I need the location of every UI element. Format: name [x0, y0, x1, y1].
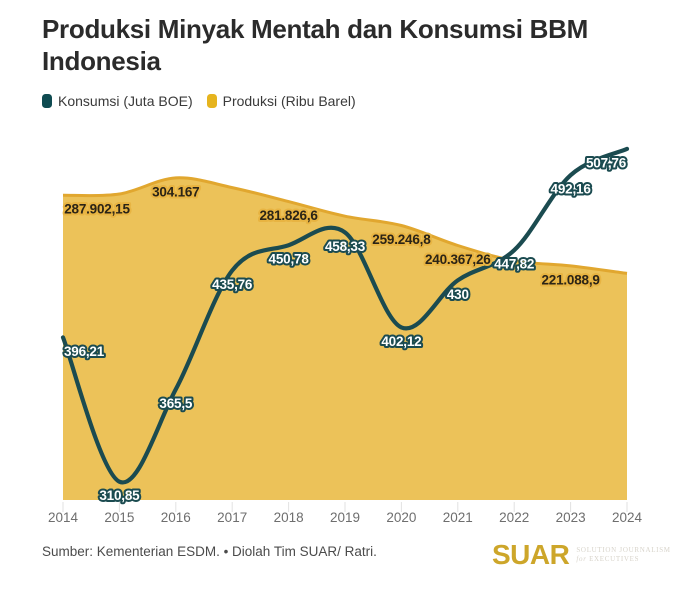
- x-tick-label: 2015: [104, 510, 134, 525]
- x-tick-label: 2023: [556, 510, 586, 525]
- x-tick-label: 2017: [217, 510, 247, 525]
- x-tick-label: 2014: [48, 510, 79, 525]
- x-tick-label: 2022: [499, 510, 529, 525]
- x-tick-label: 2024: [612, 510, 643, 525]
- konsumsi-point-label: 365,5: [159, 396, 192, 411]
- x-tick-label: 2021: [443, 510, 473, 525]
- suar-tagline-line1: SOLUTION JOURNALISM: [576, 545, 671, 554]
- konsumsi-point-label: 402,12: [381, 334, 421, 349]
- legend-item-konsumsi: Konsumsi (Juta BOE): [42, 93, 193, 109]
- x-tick-label: 2020: [386, 510, 416, 525]
- konsumsi-point-label: 492,16: [551, 182, 592, 197]
- produksi-area: [63, 177, 627, 500]
- konsumsi-point-label: 458,33: [325, 239, 366, 254]
- produksi-point-label: 240.367,26: [425, 252, 491, 267]
- konsumsi-point-label: 310,85: [99, 488, 140, 503]
- konsumsi-point-label: 430: [447, 287, 469, 302]
- legend: Konsumsi (Juta BOE) Produksi (Ribu Barel…: [42, 93, 356, 109]
- produksi-point-label: 259.246,8: [372, 232, 431, 247]
- x-tick-label: 2019: [330, 510, 360, 525]
- konsumsi-swatch-icon: [42, 94, 52, 108]
- x-tick-label: 2018: [274, 510, 304, 525]
- konsumsi-point-label: 450,78: [269, 252, 310, 267]
- konsumsi-point-label: 435,76: [212, 277, 253, 292]
- konsumsi-point-label: 396,21: [64, 344, 105, 359]
- legend-label-produksi: Produksi (Ribu Barel): [222, 93, 356, 109]
- chart-title: Produksi Minyak Mentah dan Konsumsi BBM …: [42, 14, 588, 77]
- produksi-point-label: 221.088,9: [541, 272, 599, 287]
- produksi-point-label: 304.167: [152, 184, 199, 199]
- suar-logo-wordmark: SUAR: [492, 539, 570, 570]
- suar-logo: SUAR SOLUTION JOURNALISM for EXECUTIVES: [492, 541, 671, 569]
- suar-logo-tagline: SOLUTION JOURNALISM for EXECUTIVES: [576, 546, 670, 565]
- produksi-swatch-icon: [206, 94, 217, 108]
- produksi-area-outline: [62, 176, 628, 275]
- konsumsi-point-label: 507,76: [586, 155, 627, 170]
- legend-label-konsumsi: Konsumsi (Juta BOE): [58, 93, 193, 109]
- konsumsi-point-label: 447,82: [494, 257, 534, 272]
- suar-tagline-line2: for EXECUTIVES: [576, 555, 640, 563]
- x-tick-label: 2016: [161, 510, 191, 525]
- source-note: Sumber: Kementerian ESDM. • Diolah Tim S…: [42, 544, 377, 559]
- konsumsi-line: [60, 146, 630, 485]
- produksi-point-label: 287.902,15: [64, 202, 130, 217]
- produksi-point-label: 281.826,6: [259, 208, 318, 223]
- legend-item-produksi: Produksi (Ribu Barel): [206, 93, 356, 109]
